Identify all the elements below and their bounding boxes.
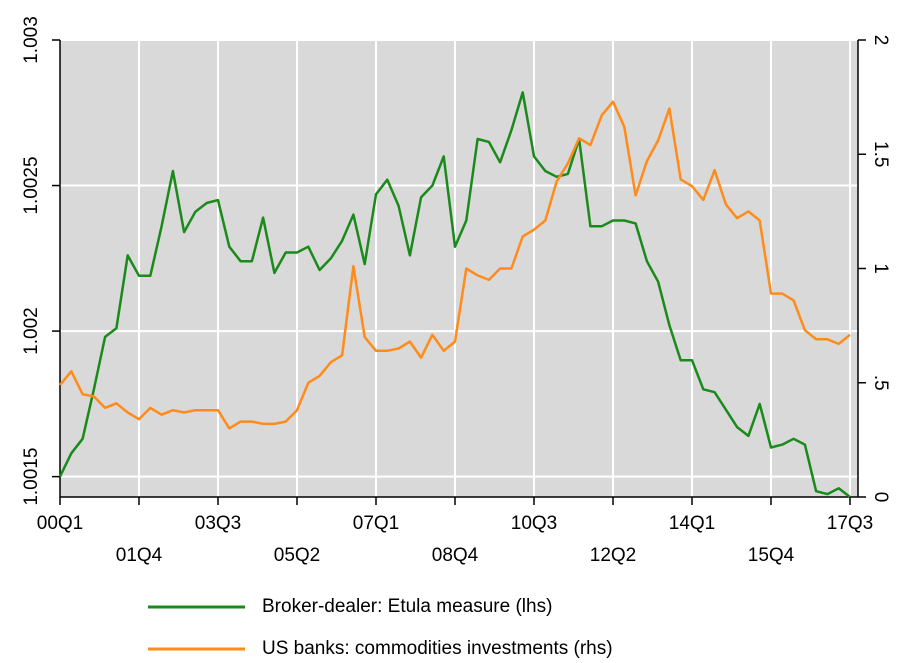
legend-label: Broker-dealer: Etula measure (lhs) <box>262 596 552 617</box>
x-tick-label: 07Q1 <box>353 513 399 534</box>
y-tick-label: 1.0025 <box>21 156 42 214</box>
x-tick-label: 15Q4 <box>748 545 795 566</box>
y2-tick-label: 1 <box>870 263 891 274</box>
series-line <box>59 100 851 430</box>
y-tick-label: 1.003 <box>21 16 42 64</box>
x-tick-label: 05Q2 <box>274 545 320 566</box>
x-tick-label: 03Q3 <box>195 513 241 534</box>
y2-tick-label: 2 <box>870 35 891 46</box>
y-tick-label: 1.002 <box>21 307 42 355</box>
y2-tick-label: 0 <box>870 492 891 503</box>
x-tick-label: 17Q3 <box>827 513 873 534</box>
plot-background <box>60 40 858 497</box>
y2-tick-label: .5 <box>870 375 891 391</box>
series-line <box>58 91 851 498</box>
legend-label: US banks: commodities investments (rhs) <box>262 638 613 659</box>
y-tick-label: 1.0015 <box>21 448 42 506</box>
x-tick-label: 01Q4 <box>116 545 163 566</box>
x-tick-label: 14Q1 <box>669 513 715 534</box>
x-tick-label: 00Q1 <box>37 513 83 534</box>
y2-tick-label: 1.5 <box>870 141 891 167</box>
x-tick-label: 12Q2 <box>590 545 636 566</box>
x-tick-label: 08Q4 <box>432 545 479 566</box>
x-tick-label: 10Q3 <box>511 513 557 534</box>
